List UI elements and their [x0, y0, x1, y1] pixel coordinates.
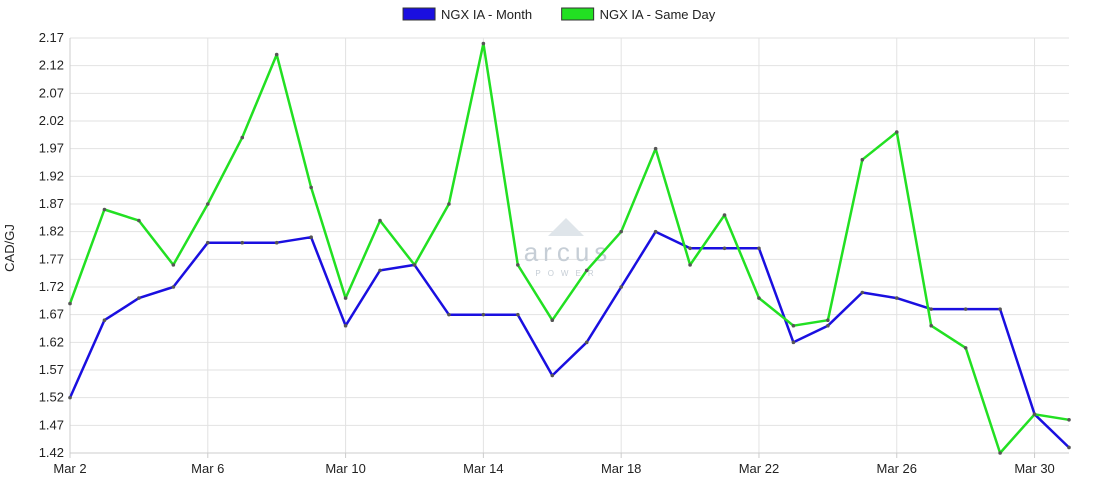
data-point[interactable] — [550, 373, 555, 378]
data-point[interactable] — [619, 229, 623, 234]
legend-item-month[interactable]: NGX IA - Month — [402, 7, 532, 22]
x-tick-label: Mar 30 — [1014, 461, 1054, 476]
data-point[interactable] — [481, 41, 486, 46]
y-tick-label: 1.87 — [39, 196, 64, 211]
data-point[interactable] — [171, 285, 176, 289]
data-point[interactable] — [68, 301, 72, 306]
series-line-same-day — [68, 42, 1071, 455]
data-point[interactable] — [240, 240, 245, 245]
y-tick-label: 1.72 — [39, 279, 64, 294]
x-tick-label: Mar 26 — [877, 461, 917, 476]
data-point[interactable] — [722, 213, 727, 217]
y-tick-label: 1.77 — [39, 251, 64, 266]
data-point[interactable] — [963, 307, 968, 311]
data-point[interactable] — [757, 246, 761, 251]
data-point[interactable] — [309, 235, 313, 239]
y-tick-label: 1.52 — [39, 390, 64, 405]
data-point[interactable] — [137, 296, 141, 300]
data-point[interactable] — [722, 246, 727, 251]
data-point[interactable] — [791, 340, 796, 345]
x-tick-label: Mar 18 — [601, 461, 641, 476]
legend-swatch — [561, 7, 595, 21]
data-point[interactable] — [619, 285, 623, 289]
data-point[interactable] — [860, 290, 865, 295]
x-tick-label: Mar 6 — [191, 461, 224, 476]
data-point[interactable] — [516, 312, 520, 317]
x-tick-label: Mar 22 — [739, 461, 779, 476]
data-point[interactable] — [998, 451, 1002, 455]
data-point[interactable] — [240, 135, 245, 140]
data-point[interactable] — [412, 263, 417, 267]
data-point[interactable] — [826, 323, 830, 328]
data-point[interactable] — [205, 202, 210, 206]
series — [68, 41, 1071, 455]
legend-label: NGX IA - Same Day — [600, 7, 716, 22]
legend-item-same-day[interactable]: NGX IA - Same Day — [561, 7, 716, 22]
legend[interactable]: NGX IA - Month NGX IA - Same Day — [402, 7, 716, 22]
data-point[interactable] — [688, 246, 692, 251]
data-point[interactable] — [447, 312, 451, 317]
y-tick-label: 1.92 — [39, 168, 64, 183]
data-point[interactable] — [378, 218, 382, 223]
data-point[interactable] — [929, 323, 934, 328]
y-tick-label: 1.97 — [39, 141, 64, 156]
data-point[interactable] — [584, 268, 589, 273]
y-tick-label: 1.62 — [39, 334, 64, 349]
watermark-subtext: POWER — [535, 269, 600, 278]
data-point[interactable] — [894, 130, 899, 134]
axes: 1.42 1.47 1.52 1.57 1.62 1.67 1.72 1.77 1.82 1.87… — [39, 30, 1069, 476]
data-point[interactable] — [309, 185, 313, 190]
data-point[interactable] — [481, 312, 486, 317]
data-point[interactable] — [998, 307, 1002, 311]
y-tick-label: 2.07 — [39, 85, 64, 100]
data-point[interactable] — [653, 229, 658, 234]
data-point[interactable] — [894, 296, 899, 300]
watermark: arcus POWER — [524, 218, 613, 278]
data-point[interactable] — [68, 395, 72, 400]
x-tick-label: Mar 14 — [463, 461, 503, 476]
data-point[interactable] — [929, 307, 934, 311]
data-point[interactable] — [584, 340, 589, 345]
y-tick-label: 2.02 — [39, 113, 64, 128]
y-tick-label: 1.82 — [39, 224, 64, 239]
data-point[interactable] — [102, 207, 107, 212]
data-point[interactable] — [1067, 418, 1071, 422]
data-point[interactable] — [826, 318, 830, 323]
data-point[interactable] — [516, 263, 520, 267]
legend-label: NGX IA - Month — [441, 7, 532, 22]
data-point[interactable] — [378, 268, 382, 273]
data-point[interactable] — [274, 52, 279, 57]
y-tick-label: 2.17 — [39, 30, 64, 45]
data-point[interactable] — [1032, 412, 1037, 417]
y-axis-title: CAD/GJ — [2, 224, 17, 272]
data-point[interactable] — [274, 240, 279, 245]
y-tick-label: 1.57 — [39, 362, 64, 377]
data-point[interactable] — [447, 202, 451, 206]
data-point[interactable] — [791, 323, 796, 328]
watermark-text: arcus — [524, 237, 613, 267]
data-point[interactable] — [343, 323, 348, 328]
y-tick-label: 1.67 — [39, 307, 64, 322]
data-point[interactable] — [343, 296, 348, 300]
data-point[interactable] — [171, 263, 176, 267]
data-point[interactable] — [1067, 445, 1071, 450]
legend-swatch — [402, 7, 436, 21]
data-point[interactable] — [205, 240, 210, 245]
data-point[interactable] — [137, 218, 141, 223]
y-tick-label: 1.47 — [39, 417, 64, 432]
x-tick-label: Mar 2 — [53, 461, 86, 476]
data-point[interactable] — [860, 157, 865, 162]
data-point[interactable] — [102, 318, 107, 323]
y-tick-label: 2.12 — [39, 58, 64, 73]
watermark-logo-icon — [548, 218, 584, 236]
x-tick-label: Mar 10 — [325, 461, 365, 476]
data-point[interactable] — [688, 263, 692, 267]
series-line-month — [68, 230, 1071, 449]
data-point[interactable] — [550, 318, 555, 323]
data-point[interactable] — [757, 296, 761, 300]
data-point[interactable] — [963, 346, 968, 350]
y-tick-label: 1.42 — [39, 445, 64, 460]
data-point[interactable] — [653, 146, 658, 151]
